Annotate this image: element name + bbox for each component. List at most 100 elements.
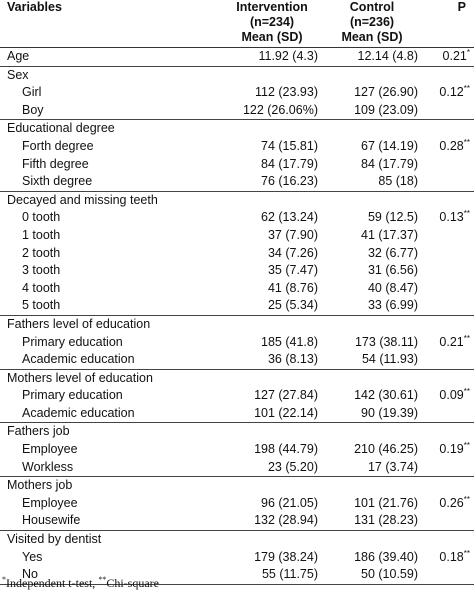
group-label: Sex bbox=[7, 67, 29, 82]
table-row: Primary education 127 (27.84) 142 (30.61) 0… bbox=[0, 387, 474, 405]
row-label: Yes bbox=[22, 549, 43, 564]
p-value-marker: ** bbox=[463, 333, 470, 343]
row-label: Academic education bbox=[22, 352, 135, 367]
intervention-value: 37 (7.90) bbox=[267, 227, 318, 242]
intervention-value: 74 (15.81) bbox=[261, 138, 318, 153]
header-variables: Variables bbox=[7, 0, 62, 14]
p-value: 0.21* bbox=[443, 48, 470, 66]
intervention-value: 36 (8.13) bbox=[267, 352, 318, 367]
table-body: Age 11.92 (4.3) 12.14 (4.8) 0.21* Sex Girl 112… bbox=[0, 48, 474, 585]
intervention-value: 96 (21.05) bbox=[261, 495, 318, 510]
p-value-number: 0.21 bbox=[442, 49, 467, 63]
control-value: 50 (10.59) bbox=[361, 567, 418, 582]
footnote-text-2: Chi-square bbox=[106, 576, 159, 590]
row-label: 5 tooth bbox=[22, 298, 61, 313]
footnote-marker-2: ** bbox=[98, 575, 107, 584]
control-value: 33 (6.99) bbox=[367, 298, 418, 313]
control-value: 131 (28.23) bbox=[354, 513, 418, 528]
row-label: Primary education bbox=[22, 388, 123, 403]
header-control-title: Control bbox=[349, 0, 395, 14]
control-value: 101 (21.76) bbox=[354, 495, 418, 510]
footnote-text-1: Independent t-test, bbox=[6, 576, 99, 590]
intervention-value: 179 (38.24) bbox=[254, 549, 318, 564]
table-row: 3 tooth 35 (7.47) 31 (6.56) bbox=[0, 262, 474, 280]
intervention-value: 122 (26.06%) bbox=[242, 102, 318, 117]
group-label: Fathers job bbox=[7, 424, 70, 439]
header-intervention-mean-sd: Mean (SD) bbox=[241, 30, 303, 44]
row-label: Fifth degree bbox=[22, 156, 89, 171]
p-value-number: 0.09 bbox=[439, 388, 464, 403]
table-row: Yes 179 (38.24) 186 (39.40) 0.18** bbox=[0, 549, 474, 567]
control-value: 31 (6.56) bbox=[367, 263, 418, 278]
control-value: 173 (38.11) bbox=[354, 334, 418, 349]
group-header-row: Decayed and missing teeth bbox=[0, 192, 474, 210]
row-label: Girl bbox=[22, 85, 42, 100]
table-row: Age 11.92 (4.3) 12.14 (4.8) 0.21* bbox=[0, 48, 474, 67]
intervention-value: 62 (13.24) bbox=[261, 210, 318, 225]
row-label: Academic education bbox=[22, 405, 135, 420]
p-value: 0.09** bbox=[439, 387, 470, 405]
header-intervention: Intervention (n=234) Mean (SD) bbox=[222, 0, 322, 45]
p-value: 0.18** bbox=[439, 549, 470, 567]
table-row: Academic education 36 (8.13) 54 (11.93) bbox=[0, 351, 474, 370]
header-intervention-title: Intervention bbox=[236, 0, 308, 14]
group-header-row: Fathers level of education bbox=[0, 316, 474, 334]
table-row: Fifth degree 84 (17.79) 84 (17.79) bbox=[0, 156, 474, 174]
table-row: Employee 198 (44.79) 210 (46.25) 0.19** bbox=[0, 441, 474, 459]
control-value: 32 (6.77) bbox=[367, 245, 418, 260]
group-label: Mothers level of education bbox=[7, 370, 153, 385]
p-value-number: 0.21 bbox=[439, 334, 464, 349]
p-value-marker: ** bbox=[463, 494, 470, 504]
p-value-marker: * bbox=[466, 47, 470, 57]
row-label: 4 tooth bbox=[22, 280, 61, 295]
intervention-value: 23 (5.20) bbox=[267, 459, 318, 474]
table-row: Boy 122 (26.06%) 109 (23.09) bbox=[0, 102, 474, 121]
intervention-value: 35 (7.47) bbox=[267, 263, 318, 278]
intervention-value: 198 (44.79) bbox=[254, 442, 318, 457]
control-value: 186 (39.40) bbox=[354, 549, 418, 564]
header-rule bbox=[0, 47, 474, 48]
control-value: 85 (18) bbox=[378, 174, 418, 189]
control-value: 17 (3.74) bbox=[367, 459, 418, 474]
p-value-marker: ** bbox=[463, 84, 470, 94]
row-label: Forth degree bbox=[22, 138, 94, 153]
control-value: 142 (30.61) bbox=[354, 388, 418, 403]
control-value: 90 (19.39) bbox=[361, 405, 418, 420]
intervention-value: 185 (41.8) bbox=[261, 334, 318, 349]
row-label: Primary education bbox=[22, 334, 123, 349]
row-label: Age bbox=[7, 49, 30, 63]
group-header-row: Sex bbox=[0, 67, 474, 85]
intervention-value: 25 (5.34) bbox=[267, 298, 318, 313]
table-row: 2 tooth 34 (7.26) 32 (6.77) bbox=[0, 245, 474, 263]
control-value: 59 (12.5) bbox=[367, 210, 418, 225]
row-label: 3 tooth bbox=[22, 263, 61, 278]
group-header-row: Educational degree bbox=[0, 120, 474, 138]
intervention-value: 34 (7.26) bbox=[267, 245, 318, 260]
group-label: Mothers job bbox=[7, 478, 73, 493]
table-row: Sixth degree 76 (16.23) 85 (18) bbox=[0, 173, 474, 192]
p-value: 0.12** bbox=[439, 84, 470, 102]
table-footnote: *Independent t-test, **Chi-square bbox=[2, 576, 159, 591]
intervention-value: 55 (11.75) bbox=[261, 567, 318, 582]
row-label: Boy bbox=[22, 102, 44, 117]
p-value-number: 0.19 bbox=[439, 442, 464, 457]
header-p: P bbox=[457, 0, 466, 14]
table-row: Academic education 101 (22.14) 90 (19.39) bbox=[0, 405, 474, 424]
intervention-value: 127 (27.84) bbox=[254, 388, 318, 403]
footnote-marker-1: * bbox=[2, 575, 6, 584]
control-value: 41 (17.37) bbox=[361, 227, 418, 242]
header-control-n: (n=236) bbox=[349, 15, 395, 29]
intervention-value: 76 (16.23) bbox=[261, 174, 318, 189]
p-value-marker: ** bbox=[463, 387, 470, 397]
table-row: Housewife 132 (28.94) 131 (28.23) bbox=[0, 512, 474, 532]
row-label: Sixth degree bbox=[22, 174, 93, 189]
intervention-value: 132 (28.94) bbox=[254, 513, 318, 528]
intervention-value: 101 (22.14) bbox=[254, 405, 318, 420]
p-value: 0.13** bbox=[439, 209, 470, 227]
control-value: 40 (8.47) bbox=[367, 280, 418, 295]
control-value: 84 (17.79) bbox=[361, 156, 418, 171]
p-value: 0.21** bbox=[439, 334, 470, 352]
intervention-value: 112 (23.93) bbox=[254, 85, 318, 100]
p-value-number: 0.18 bbox=[439, 549, 464, 564]
